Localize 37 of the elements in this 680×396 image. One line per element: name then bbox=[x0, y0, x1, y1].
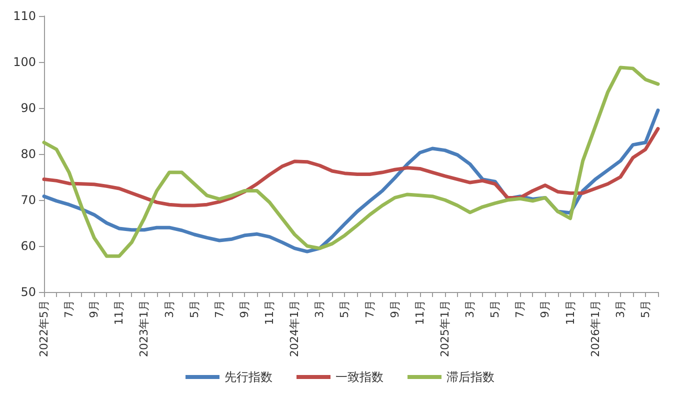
x-tick-label: 7月 bbox=[212, 300, 226, 318]
x-tick-label: 3月 bbox=[162, 300, 176, 318]
x-tick-label: 7月 bbox=[62, 300, 76, 318]
x-tick-label: 3月 bbox=[464, 300, 477, 318]
x-tick-label: 2022年5月 bbox=[38, 300, 50, 357]
line-series bbox=[42, 126, 660, 208]
x-tick-label: 5月 bbox=[638, 300, 652, 318]
x-tick-label: 11月 bbox=[413, 300, 426, 325]
x-tick-label: 2025年1月 bbox=[438, 300, 452, 357]
x-tick-label: 9月 bbox=[538, 300, 552, 318]
legend-label: 滞后指数 bbox=[446, 370, 494, 384]
x-tick-label: 11月 bbox=[564, 300, 577, 325]
y-tick-label: 90 bbox=[20, 101, 36, 115]
line-series bbox=[42, 66, 660, 258]
x-tick-label: 2023年1月 bbox=[138, 300, 151, 357]
legend-label: 先行指数 bbox=[224, 370, 272, 384]
x-tick-label: 5月 bbox=[488, 300, 502, 318]
x-tick-label: 2026年1月 bbox=[588, 300, 602, 357]
x-tick-label: 9月 bbox=[238, 300, 251, 318]
x-tick-label: 3月 bbox=[313, 300, 326, 318]
y-tick-label: 100 bbox=[13, 55, 36, 69]
x-tick-label: 2024年1月 bbox=[288, 300, 302, 357]
x-tick-label: 3月 bbox=[614, 300, 627, 318]
x-tick-label: 9月 bbox=[88, 300, 101, 318]
y-tick-label: 110 bbox=[13, 9, 36, 23]
x-tick-label: 5月 bbox=[338, 300, 352, 318]
x-tick-label: 9月 bbox=[388, 300, 402, 318]
y-tick-label: 70 bbox=[20, 193, 36, 207]
x-tick-label: 7月 bbox=[363, 300, 376, 318]
legend-label: 一致指数 bbox=[336, 370, 384, 384]
x-tick-label: 11月 bbox=[112, 300, 126, 325]
y-tick-label: 50 bbox=[20, 285, 36, 299]
x-tick-label: 7月 bbox=[514, 300, 527, 318]
y-tick-label: 60 bbox=[20, 239, 36, 253]
x-tick-label: 5月 bbox=[188, 300, 201, 318]
x-tick-label: 11月 bbox=[263, 300, 276, 325]
y-tick-label: 80 bbox=[20, 147, 36, 161]
